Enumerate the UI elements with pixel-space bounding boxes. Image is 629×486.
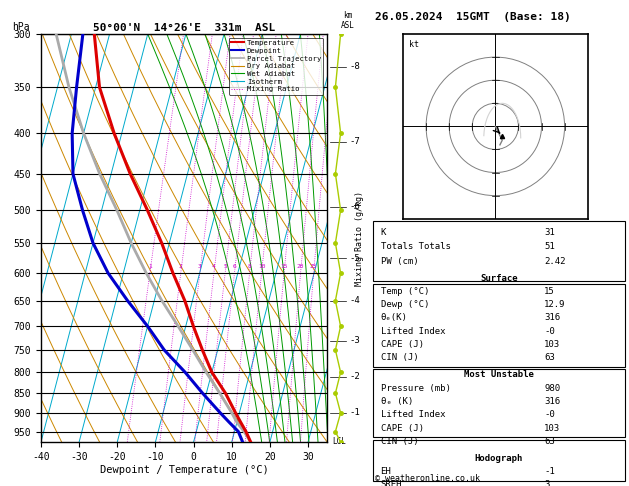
Text: Pressure (mb): Pressure (mb) xyxy=(381,383,450,393)
Text: 103: 103 xyxy=(544,423,560,433)
FancyBboxPatch shape xyxy=(373,221,625,281)
Text: -0: -0 xyxy=(544,327,555,336)
Legend: Temperature, Dewpoint, Parcel Trajectory, Dry Adiabat, Wet Adiabat, Isotherm, Mi: Temperature, Dewpoint, Parcel Trajectory… xyxy=(229,37,323,95)
Text: 1: 1 xyxy=(148,264,152,269)
Text: -5: -5 xyxy=(349,254,360,263)
Text: 4: 4 xyxy=(212,264,216,269)
Text: 5: 5 xyxy=(223,264,227,269)
Text: 3: 3 xyxy=(544,480,550,486)
Text: 10: 10 xyxy=(258,264,265,269)
Text: 3: 3 xyxy=(198,264,202,269)
Text: 2.42: 2.42 xyxy=(544,257,565,266)
FancyBboxPatch shape xyxy=(373,283,625,367)
Text: -0: -0 xyxy=(544,410,555,419)
Text: 15: 15 xyxy=(544,287,555,296)
Text: hPa: hPa xyxy=(12,22,30,32)
Text: -8: -8 xyxy=(349,62,360,71)
Text: Lifted Index: Lifted Index xyxy=(381,410,445,419)
Text: CAPE (J): CAPE (J) xyxy=(381,340,423,349)
Text: -2: -2 xyxy=(349,372,360,381)
Text: -7: -7 xyxy=(349,137,360,146)
Text: Hodograph: Hodograph xyxy=(475,454,523,463)
Text: 103: 103 xyxy=(544,340,560,349)
Text: -1: -1 xyxy=(349,408,360,417)
Text: Mixing Ratio (g/kg): Mixing Ratio (g/kg) xyxy=(355,191,364,286)
Text: 12.9: 12.9 xyxy=(544,300,565,309)
Text: PW (cm): PW (cm) xyxy=(381,257,418,266)
Text: 6: 6 xyxy=(233,264,237,269)
Text: CIN (J): CIN (J) xyxy=(381,437,418,446)
Text: 51: 51 xyxy=(544,242,555,251)
Text: θₑ (K): θₑ (K) xyxy=(381,397,413,406)
Text: kt: kt xyxy=(409,39,418,49)
Text: Dewp (°C): Dewp (°C) xyxy=(381,300,429,309)
Text: SREH: SREH xyxy=(381,480,402,486)
Text: Temp (°C): Temp (°C) xyxy=(381,287,429,296)
Text: 8: 8 xyxy=(248,264,252,269)
Text: 316: 316 xyxy=(544,397,560,406)
Text: EH: EH xyxy=(381,467,391,476)
Text: © weatheronline.co.uk: © weatheronline.co.uk xyxy=(375,474,480,483)
Text: -4: -4 xyxy=(349,296,360,305)
Text: 2: 2 xyxy=(179,264,182,269)
Text: 15: 15 xyxy=(281,264,288,269)
Text: 26.05.2024  15GMT  (Base: 18): 26.05.2024 15GMT (Base: 18) xyxy=(375,12,571,22)
Text: 63: 63 xyxy=(544,437,555,446)
Text: 31: 31 xyxy=(544,227,555,237)
Text: LCL: LCL xyxy=(332,437,346,446)
Text: Lifted Index: Lifted Index xyxy=(381,327,445,336)
Text: 25: 25 xyxy=(310,264,318,269)
Text: -6: -6 xyxy=(349,202,360,211)
Text: km
ASL: km ASL xyxy=(340,11,355,30)
Text: 316: 316 xyxy=(544,313,560,323)
Text: 63: 63 xyxy=(544,353,555,363)
Text: θₑ(K): θₑ(K) xyxy=(381,313,408,323)
Text: CAPE (J): CAPE (J) xyxy=(381,423,423,433)
Text: Most Unstable: Most Unstable xyxy=(464,370,534,380)
Text: Totals Totals: Totals Totals xyxy=(381,242,450,251)
Text: K: K xyxy=(381,227,386,237)
FancyBboxPatch shape xyxy=(373,439,625,481)
Text: CIN (J): CIN (J) xyxy=(381,353,418,363)
Text: -1: -1 xyxy=(544,467,555,476)
Text: Surface: Surface xyxy=(480,274,518,282)
Text: -3: -3 xyxy=(349,336,360,345)
X-axis label: Dewpoint / Temperature (°C): Dewpoint / Temperature (°C) xyxy=(99,465,269,475)
Title: 50°00'N  14°26'E  331m  ASL: 50°00'N 14°26'E 331m ASL xyxy=(93,23,275,33)
Text: 980: 980 xyxy=(544,383,560,393)
Text: 20: 20 xyxy=(297,264,304,269)
FancyBboxPatch shape xyxy=(373,369,625,437)
